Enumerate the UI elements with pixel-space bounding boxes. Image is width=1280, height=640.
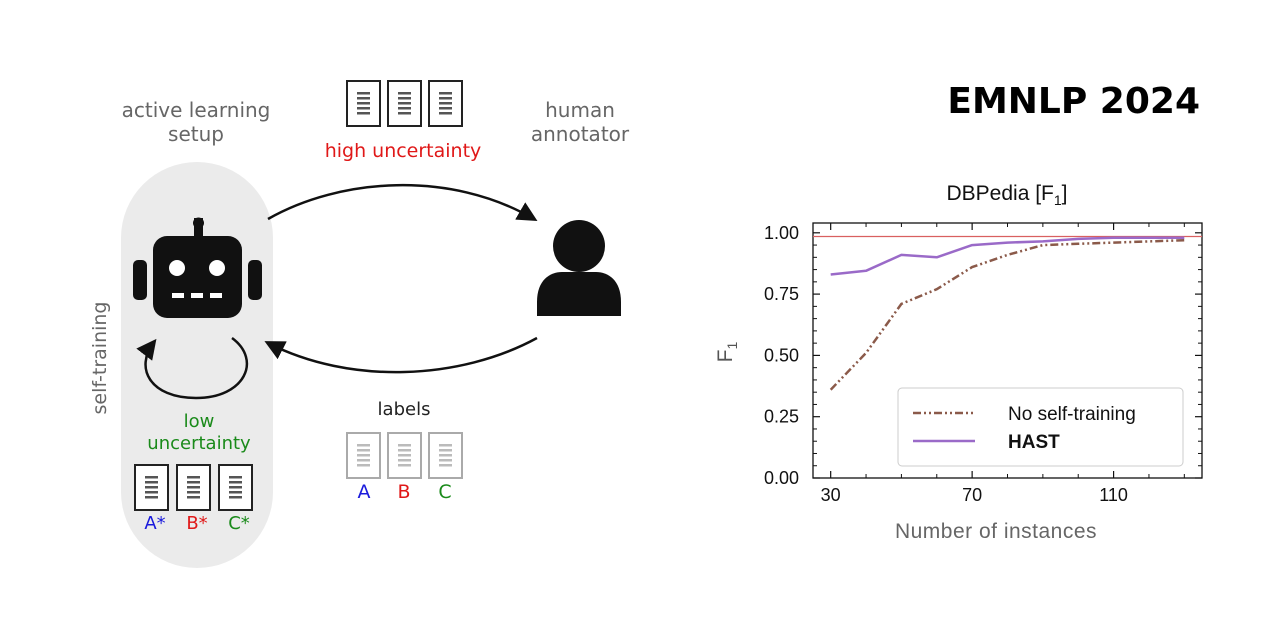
document-icon <box>428 432 463 479</box>
legend-box <box>897 387 1184 467</box>
document-icon <box>346 432 381 479</box>
series-layer <box>829 236 1185 391</box>
document-icon <box>218 464 253 511</box>
setup-label-line2: setup <box>168 122 224 146</box>
x-tick-label: 70 <box>962 485 982 505</box>
x-tick-label: 30 <box>821 485 841 505</box>
setup-label-line1: active learning <box>122 98 271 122</box>
series-line-no-self-training <box>829 238 1185 391</box>
person-icon <box>537 220 621 316</box>
y-tick-label: 0.00 <box>764 468 799 488</box>
y-tick-label: 0.50 <box>764 345 799 365</box>
label-c: C <box>438 481 451 503</box>
document-icon <box>176 464 211 511</box>
annotator-label-line1: human <box>545 98 615 122</box>
document-icon <box>134 464 169 511</box>
low-uncertainty-line2: uncertainty <box>147 433 251 454</box>
pseudo-label-c: C* <box>228 513 250 534</box>
label-arrow <box>264 336 538 374</box>
legend-label-hast: HAST <box>1008 432 1060 453</box>
self-training-loop-arrow <box>136 336 249 400</box>
label-b: B <box>397 481 410 503</box>
legend: No self-training HAST <box>897 387 1184 467</box>
x-minor-ticks <box>865 223 1185 478</box>
f1-chart: DBPedia [F1] 0.00 0.25 0.50 0.75 1.00 30 70 11… <box>714 182 1203 543</box>
robot-icon <box>133 217 262 318</box>
x-tick-label: 110 <box>1099 485 1128 505</box>
legend-label-no-self-training: No self-training <box>1008 404 1136 425</box>
annotator-label-line2: annotator <box>531 122 630 146</box>
self-training-label: self-training <box>89 302 111 415</box>
series-line-hast <box>830 236 1185 276</box>
low-uncertainty-line1: low <box>184 411 215 432</box>
y-tick-label: 0.75 <box>764 284 799 304</box>
labels-caption: labels <box>378 399 431 420</box>
y-tick-label: 0.25 <box>764 407 799 427</box>
x-axis-label: Number of instances <box>895 520 1097 543</box>
query-arrow <box>267 184 538 222</box>
chart-title: DBPedia [F1] <box>946 182 1067 208</box>
document-icon <box>346 80 381 127</box>
x-axis: 30 70 110 <box>821 223 1128 505</box>
y-axis-label: F1 <box>714 341 740 362</box>
y-axis: 0.00 0.25 0.50 0.75 1.00 <box>764 223 1202 488</box>
high-uncertainty-label: high uncertainty <box>325 140 482 162</box>
label-a: A <box>358 481 371 503</box>
document-icon <box>387 432 422 479</box>
y-tick-label: 1.00 <box>764 223 799 243</box>
labeled-documents <box>346 432 463 479</box>
y-minor-ticks <box>813 244 1202 467</box>
active-learning-diagram: active learning setup human annotator hi… <box>89 80 630 568</box>
high-uncertainty-documents <box>346 80 463 127</box>
pseudo-label-a: A* <box>144 513 165 534</box>
pseudo-label-b: B* <box>186 513 207 534</box>
document-icon <box>428 80 463 127</box>
venue-title: EMNLP 2024 <box>947 81 1200 122</box>
pseudo-labeled-documents <box>134 464 253 511</box>
document-icon <box>387 80 422 127</box>
